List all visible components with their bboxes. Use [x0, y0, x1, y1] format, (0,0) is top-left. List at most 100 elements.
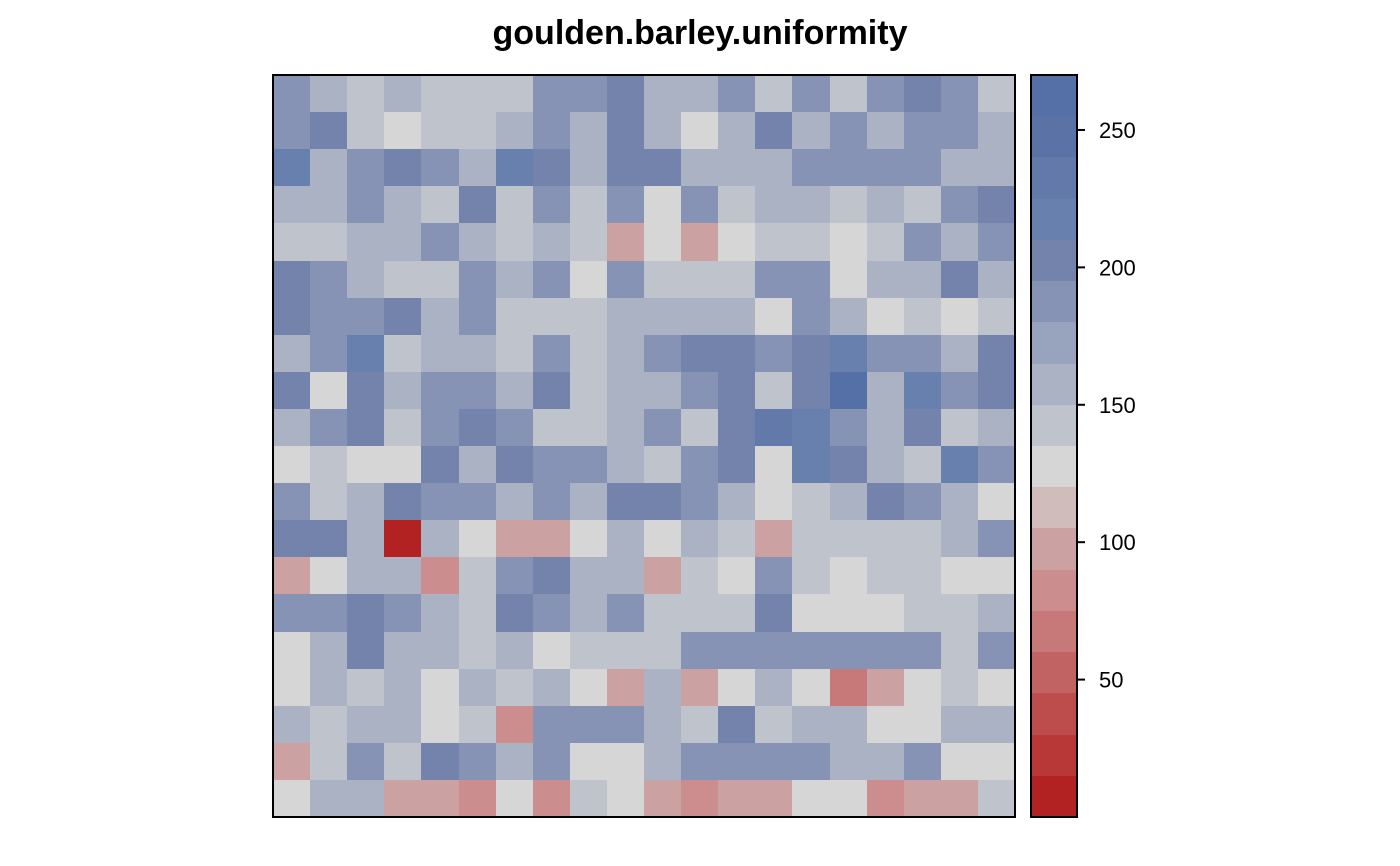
- heatmap-cell: [607, 780, 644, 817]
- heatmap-cell: [421, 557, 459, 594]
- heatmap-cell: [347, 409, 384, 446]
- heatmap-cell: [830, 223, 867, 261]
- heatmap-cell: [978, 112, 1015, 149]
- heatmap-cell: [533, 632, 570, 669]
- heatmap-cell: [904, 520, 941, 557]
- heatmap-cell: [681, 446, 718, 483]
- heatmap-cell: [570, 186, 607, 223]
- heatmap-cell: [310, 186, 347, 223]
- heatmap-cell: [941, 743, 978, 780]
- chart-title: goulden.barley.uniformity: [493, 14, 908, 52]
- heatmap-cell: [459, 409, 496, 446]
- heatmap-cell: [681, 409, 718, 446]
- heatmap-cell: [310, 632, 347, 669]
- colorbar-segment: [1031, 693, 1077, 735]
- heatmap-cell: [904, 669, 941, 706]
- heatmap-cell: [644, 520, 681, 557]
- heatmap-cell: [347, 298, 384, 335]
- heatmap-cell: [310, 223, 347, 261]
- colorbar-segment: [1031, 611, 1077, 652]
- heatmap-cell: [978, 520, 1015, 557]
- plot-border: [272, 74, 1016, 818]
- heatmap-cell: [755, 483, 792, 520]
- heatmap-cell: [384, 557, 421, 594]
- heatmap-cell: [459, 594, 496, 632]
- heatmap-cell: [867, 743, 904, 780]
- heatmap-cell: [681, 520, 718, 557]
- heatmap-cell: [867, 409, 904, 446]
- heatmap-cell: [644, 446, 681, 483]
- heatmap-cell: [421, 298, 459, 335]
- heatmap-cell: [941, 298, 978, 335]
- heatmap-cell: [347, 149, 384, 186]
- heatmap-cell: [607, 706, 644, 743]
- heatmap-cell: [792, 669, 830, 706]
- heatmap-cell: [533, 298, 570, 335]
- heatmap-cell: [496, 409, 533, 446]
- heatmap-cell: [533, 669, 570, 706]
- heatmap-cell: [978, 669, 1015, 706]
- heatmap-cell: [755, 446, 792, 483]
- heatmap-cell: [496, 743, 533, 780]
- heatmap-cell: [830, 261, 867, 298]
- heatmap-cell: [644, 557, 681, 594]
- heatmap-cell: [459, 186, 496, 223]
- heatmap-cell: [644, 669, 681, 706]
- heatmap-cell: [570, 632, 607, 669]
- heatmap-cell: [867, 669, 904, 706]
- heatmap-cell: [792, 75, 830, 112]
- heatmap-cell: [904, 483, 941, 520]
- heatmap-cell: [570, 298, 607, 335]
- heatmap-cell: [273, 557, 310, 594]
- heatmap-cell: [533, 223, 570, 261]
- heatmap-cell: [459, 335, 496, 372]
- heatmap-cell: [607, 186, 644, 223]
- heatmap-cell: [644, 743, 681, 780]
- heatmap-cell: [421, 594, 459, 632]
- heatmap-cell: [607, 743, 644, 780]
- heatmap-cell: [384, 298, 421, 335]
- heatmap-cell: [310, 298, 347, 335]
- heatmap-cell: [570, 149, 607, 186]
- heatmap-cell: [755, 594, 792, 632]
- heatmap-cell: [273, 632, 310, 669]
- heatmap-cell: [867, 149, 904, 186]
- heatmap-cell: [273, 335, 310, 372]
- heatmap-cell: [867, 706, 904, 743]
- heatmap-cell: [384, 372, 421, 409]
- heatmap-cell: [904, 298, 941, 335]
- heatmap-cell: [310, 75, 347, 112]
- heatmap-cell: [941, 446, 978, 483]
- heatmap-cell: [570, 223, 607, 261]
- heatmap-cell: [310, 446, 347, 483]
- heatmap-cell: [347, 520, 384, 557]
- heatmap-cell: [941, 75, 978, 112]
- heatmap-cell: [533, 149, 570, 186]
- heatmap-cell: [570, 335, 607, 372]
- heatmap-cell: [607, 520, 644, 557]
- heatmap-cell: [904, 223, 941, 261]
- heatmap-cell: [904, 186, 941, 223]
- heatmap-cell: [533, 112, 570, 149]
- heatmap-cell: [607, 594, 644, 632]
- heatmap-cell: [830, 186, 867, 223]
- heatmap-cell: [384, 112, 421, 149]
- heatmap-cell: [496, 372, 533, 409]
- colorbar-tick-label: 250: [1099, 118, 1136, 143]
- heatmap-cell: [310, 706, 347, 743]
- colorbar-segment: [1031, 322, 1077, 364]
- heatmap-cell: [421, 261, 459, 298]
- heatmap-cell: [755, 223, 792, 261]
- heatmap-cell: [310, 149, 347, 186]
- heatmap-cell: [755, 112, 792, 149]
- heatmap-cell: [384, 483, 421, 520]
- heatmap-cell: [570, 409, 607, 446]
- heatmap-cell: [496, 780, 533, 817]
- heatmap-cell: [755, 520, 792, 557]
- heatmap-cell: [421, 223, 459, 261]
- heatmap-cell: [421, 520, 459, 557]
- heatmap-cell: [273, 186, 310, 223]
- heatmap-cell: [644, 372, 681, 409]
- colorbar-segment: [1031, 405, 1077, 446]
- heatmap-cell: [607, 335, 644, 372]
